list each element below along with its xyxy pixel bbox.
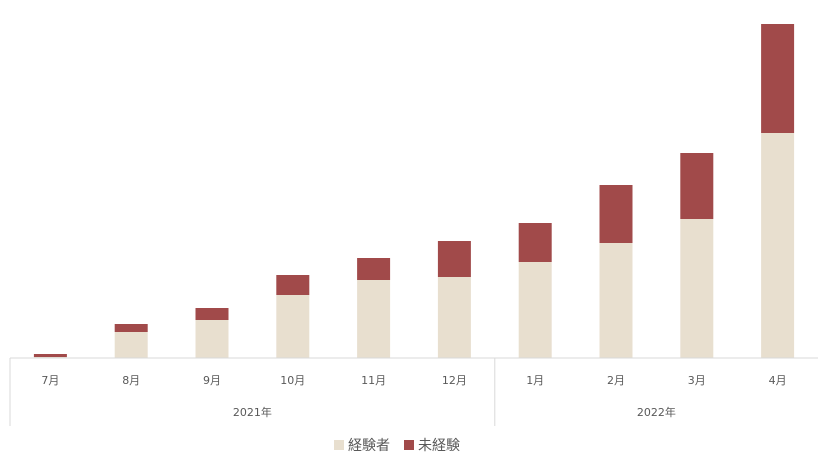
bar-segment: [33, 354, 67, 357]
bar-segment: [357, 280, 391, 358]
x-tick-label: 4月: [769, 374, 787, 387]
bar-segment: [761, 133, 795, 358]
bar-segment: [437, 241, 471, 277]
x-tick-label: 11月: [361, 374, 386, 387]
x-tick-label: 8月: [122, 374, 140, 387]
bar-segment: [518, 262, 552, 358]
bar-segment: [276, 275, 310, 295]
legend-text: 経験者: [348, 438, 390, 452]
bar-segment: [680, 219, 714, 358]
bar-segment: [357, 258, 391, 280]
bar-segment: [114, 332, 148, 358]
x-tick-label: 7月: [41, 374, 59, 387]
bar-segment: [437, 277, 471, 358]
legend-swatch: [334, 440, 344, 450]
x-tick-label: 10月: [280, 374, 305, 387]
x-tick-label: 3月: [688, 374, 706, 387]
bar-segment: [599, 243, 633, 358]
bar-segment: [680, 153, 714, 219]
bar-segment: [114, 324, 148, 332]
x-tick-label: 2月: [607, 374, 625, 387]
bar-segment: [195, 320, 229, 358]
group-label: 2022年: [637, 405, 676, 419]
bar-segment: [195, 308, 229, 320]
bar-segment: [276, 295, 310, 358]
bar-segment: [518, 223, 552, 262]
legend-text: 未経験: [418, 438, 460, 452]
x-tick-label: 9月: [203, 374, 221, 387]
bar-segment: [599, 185, 633, 243]
x-tick-label: 1月: [526, 374, 544, 387]
bar-segment: [761, 24, 795, 133]
legend-swatch: [404, 440, 414, 450]
group-label: 2021年: [233, 405, 272, 419]
x-tick-label: 12月: [442, 374, 467, 387]
